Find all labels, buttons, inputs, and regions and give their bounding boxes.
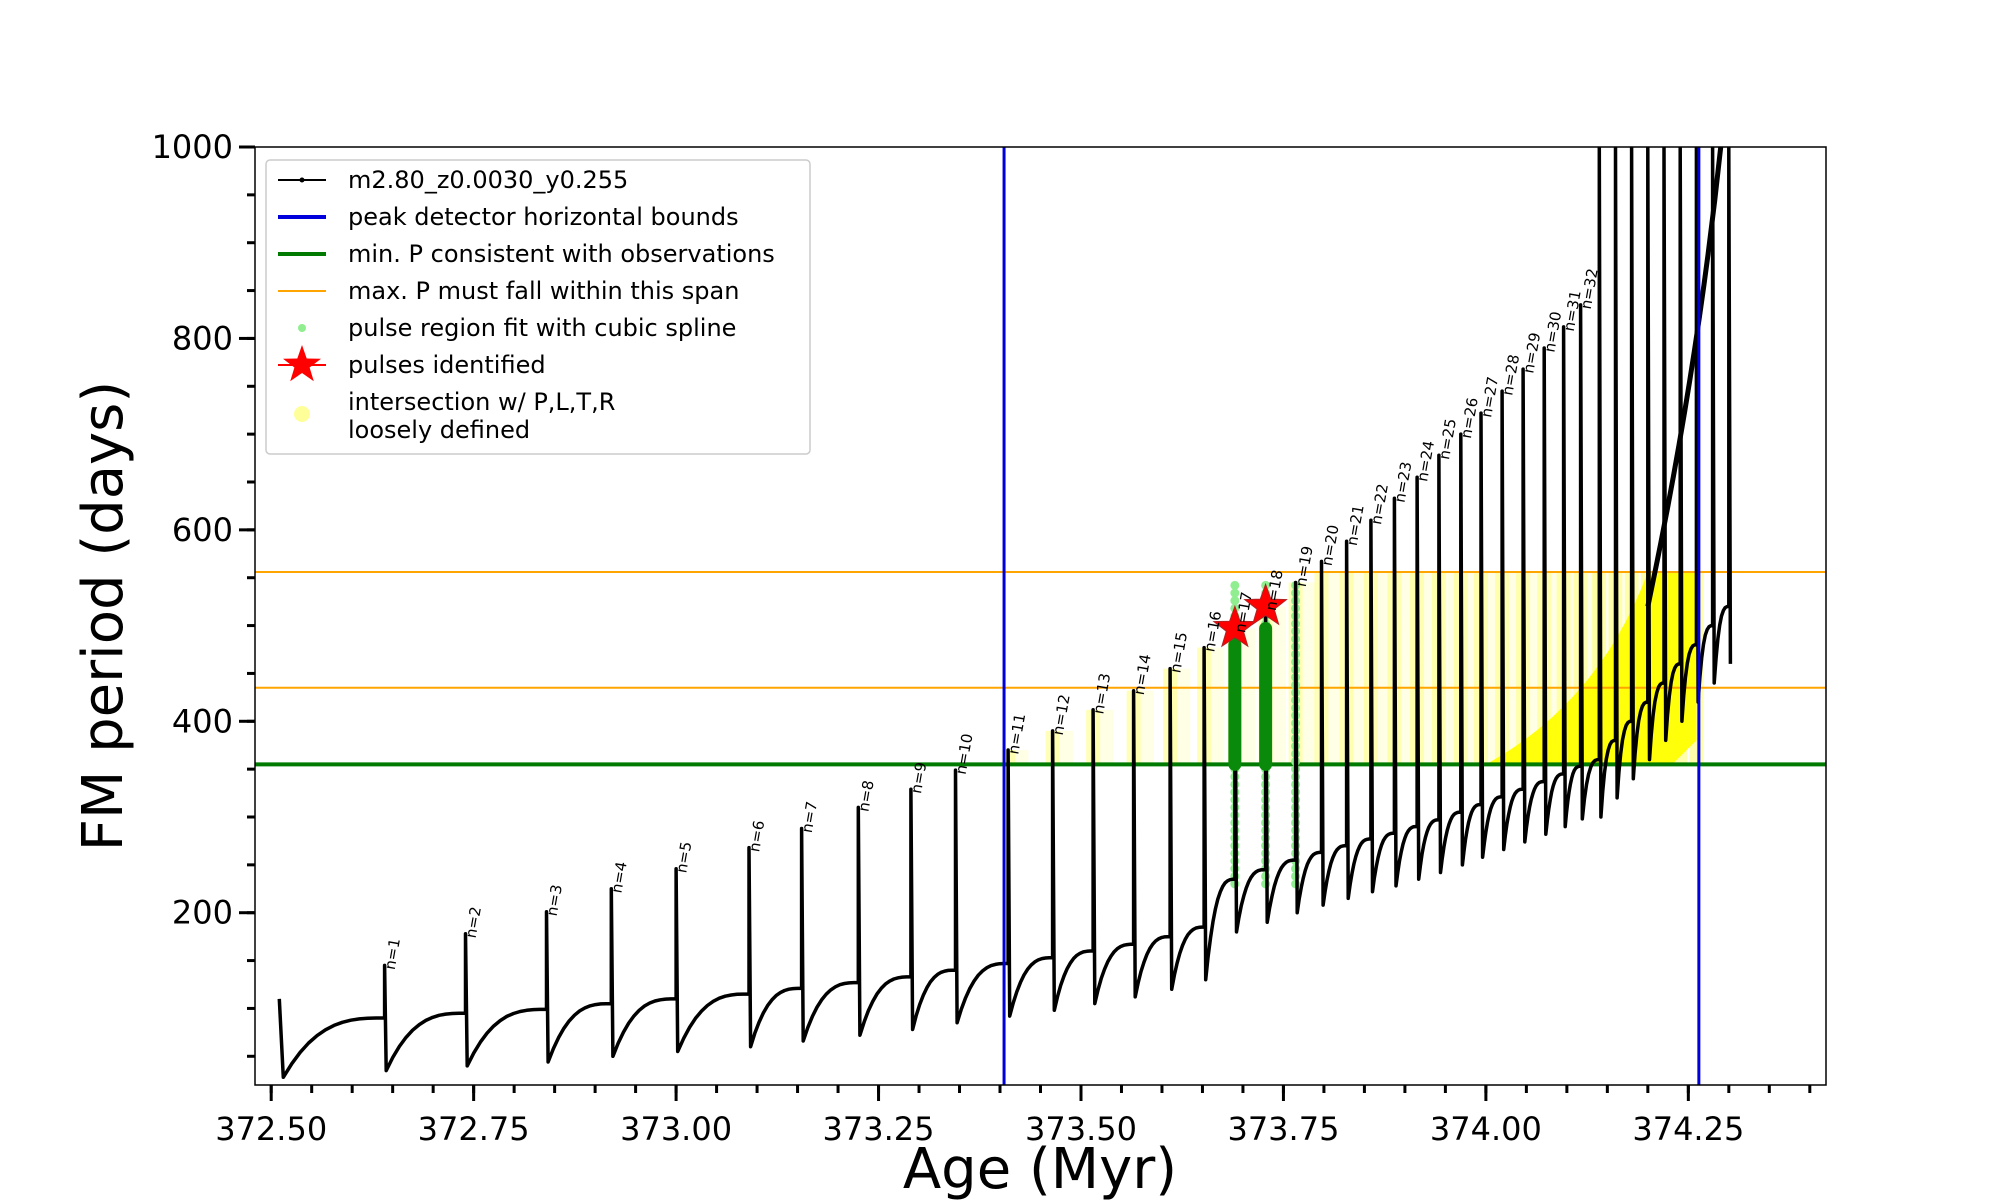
intersection-scatter xyxy=(1093,709,1114,765)
intersection-scatter xyxy=(1133,690,1154,765)
pulse-label: n=13 xyxy=(1089,672,1114,716)
pulse-label: n=18 xyxy=(1262,568,1287,612)
pulse-label: n=28 xyxy=(1498,353,1523,397)
intersection-scatter xyxy=(1502,571,1523,765)
intersection-scatter xyxy=(1460,571,1482,765)
y-tick-label: 200 xyxy=(172,894,233,932)
legend-entry: min. P consistent with observations xyxy=(278,240,775,268)
pulse-label: n=10 xyxy=(952,732,977,776)
legend-label: loosely defined xyxy=(348,416,530,444)
intersection-scatter xyxy=(1438,571,1460,765)
pulse-label: n=14 xyxy=(1130,653,1155,697)
pulse-label: n=5 xyxy=(672,840,695,874)
min-period-pulse-segments xyxy=(1228,621,1273,771)
identified-pulse-star xyxy=(1212,604,1258,648)
legend-dot-symbol xyxy=(298,324,306,332)
vertical-bounds xyxy=(1002,147,1701,1085)
intersection-scatter xyxy=(1481,571,1502,765)
pulse-label: n=29 xyxy=(1519,331,1544,375)
x-tick-label: 372.50 xyxy=(215,1110,327,1148)
pulse-label: n=9 xyxy=(907,761,930,795)
pulse-label: n=23 xyxy=(1391,460,1416,504)
spline-fit-point xyxy=(1230,596,1240,606)
intersection-scatter xyxy=(1346,571,1367,765)
pulse-label: n=20 xyxy=(1318,523,1343,567)
legend-label: intersection w/ P,L,T,R xyxy=(348,388,615,416)
intersection-scatter xyxy=(1321,571,1342,765)
y-tick-label: 400 xyxy=(172,702,233,740)
x-axis: 372.50 372.75 373.00 373.25 373.50 373.75 374.… xyxy=(215,1085,1812,1148)
y-axis-title: FM period (days) xyxy=(71,381,136,851)
y-axis: 200 400 600 800 1000 xyxy=(152,128,255,1058)
legend-entry: pulse region fit with cubic spline xyxy=(298,314,736,342)
model-track-line xyxy=(277,147,1733,1080)
x-tick-label: 373.50 xyxy=(1025,1110,1137,1148)
pulse-label: n=12 xyxy=(1049,693,1074,737)
pulse-label: n=11 xyxy=(1004,712,1029,756)
intersection-scatter xyxy=(1370,571,1392,765)
legend-label: pulses identified xyxy=(348,351,546,379)
pulse-label: n=25 xyxy=(1435,417,1460,461)
pulse-label: n=4 xyxy=(608,860,631,894)
legend-label: pulse region fit with cubic spline xyxy=(348,314,736,342)
pulse-label: n=8 xyxy=(855,779,878,813)
pulse-label: n=2 xyxy=(462,905,485,939)
intersection-scatter xyxy=(1008,750,1029,765)
pulse-label: n=6 xyxy=(745,819,768,853)
pulse-label: n=19 xyxy=(1292,545,1317,589)
y-tick-label: 1000 xyxy=(152,128,233,166)
x-tick-label: 373.25 xyxy=(823,1110,935,1148)
x-tick-label: 374.00 xyxy=(1430,1110,1542,1148)
final-rise-line xyxy=(1645,147,1724,607)
pulse-label: n=27 xyxy=(1477,375,1502,419)
pulse-label: n=1 xyxy=(381,937,404,971)
legend-marker-symbol xyxy=(299,177,305,183)
pulse-label: n=15 xyxy=(1166,631,1191,675)
pulse-labels: n=1 n=2 n=3 n=4 n=5 n=6 n=7 n=8 n=9 n=10 n=11 n=12 n… xyxy=(381,267,1602,971)
intersection-scatter xyxy=(1523,571,1544,765)
pulse-label: n=24 xyxy=(1413,439,1438,483)
pulse-label: n=21 xyxy=(1343,503,1368,547)
legend-box xyxy=(265,159,811,455)
pulse-label: n=26 xyxy=(1457,396,1482,440)
legend-label: m2.80_z0.0030_y0.255 xyxy=(348,166,628,194)
intersection-scatter xyxy=(1204,647,1225,765)
intersection-scatter xyxy=(1170,668,1191,765)
pulse-label: n=3 xyxy=(543,883,566,917)
legend-entry: pulses identified xyxy=(278,345,546,382)
identified-pulse-star xyxy=(1243,582,1288,626)
legend-entry: peak detector horizontal bounds xyxy=(278,203,739,231)
identified-pulse-stars xyxy=(1212,582,1288,648)
legend-label: max. P must fall within this span xyxy=(348,277,739,305)
x-axis-title: Age (Myr) xyxy=(903,1137,1177,1200)
y-tick-label: 600 xyxy=(172,511,233,549)
legend-entry: max. P must fall within this span xyxy=(278,277,739,305)
legend-dot-symbol xyxy=(294,406,310,422)
intersection-dense-wedge xyxy=(1485,571,1697,765)
y-tick-label: 800 xyxy=(172,319,233,357)
model-track xyxy=(277,147,1733,1080)
intersection-scatter xyxy=(1417,571,1438,765)
legend-label: peak detector horizontal bounds xyxy=(348,203,739,231)
x-tick-label: 372.75 xyxy=(418,1110,530,1148)
spline-fit-point xyxy=(1230,580,1240,590)
intersection-scatter xyxy=(1052,730,1073,765)
intersection-scatter xyxy=(1295,582,1316,765)
spline-fit-point xyxy=(1230,588,1240,598)
legend-label: min. P consistent with observations xyxy=(348,240,775,268)
x-tick-label: 374.25 xyxy=(1632,1110,1744,1148)
x-tick-label: 373.75 xyxy=(1227,1110,1339,1148)
intersection-scatter xyxy=(1394,571,1415,765)
pulse-label: n=22 xyxy=(1367,482,1392,526)
plot-area xyxy=(255,147,1826,1085)
legend-star-symbol xyxy=(283,345,321,382)
legend-entry: m2.80_z0.0030_y0.255 xyxy=(278,166,628,194)
pulse-label: n=7 xyxy=(798,800,821,834)
x-tick-label: 373.00 xyxy=(620,1110,732,1148)
